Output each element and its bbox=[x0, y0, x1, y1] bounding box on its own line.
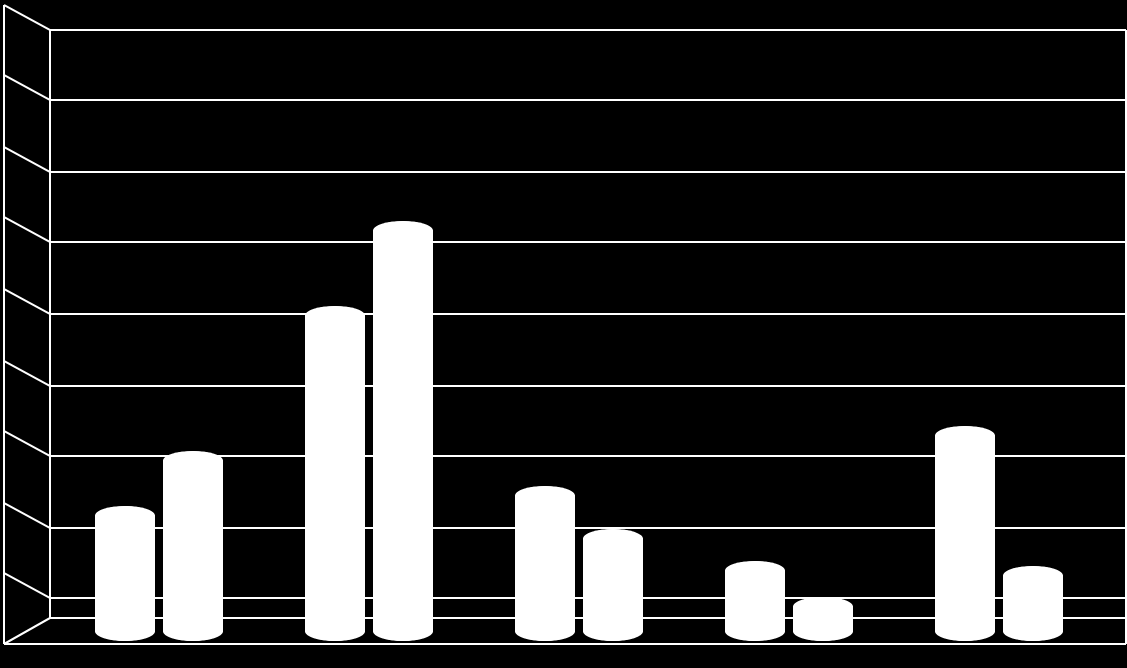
chart-3d-bar bbox=[0, 0, 1127, 668]
chart-svg bbox=[0, 0, 1127, 668]
